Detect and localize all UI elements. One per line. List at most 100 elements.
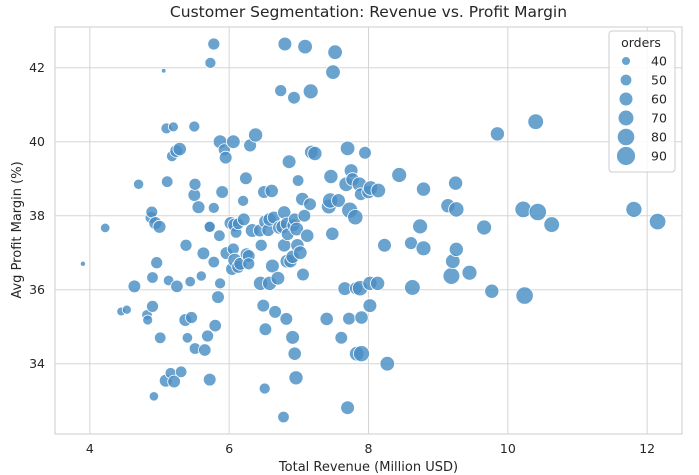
data-point [185, 311, 198, 324]
data-point [287, 346, 302, 361]
data-point [207, 255, 221, 269]
data-point [489, 126, 505, 142]
data-point [214, 277, 227, 290]
data-point [334, 331, 349, 345]
data-point [461, 264, 478, 281]
data-point [515, 286, 534, 305]
data-point [160, 67, 167, 74]
legend-label: 40 [651, 54, 667, 69]
data-point [146, 299, 159, 313]
data-point [218, 150, 233, 165]
data-point [248, 127, 264, 143]
data-point [325, 64, 341, 80]
data-point [256, 298, 271, 313]
data-point [625, 200, 643, 218]
data-point [152, 219, 167, 234]
data-point [167, 374, 181, 389]
data-point [354, 310, 369, 325]
data-point [264, 183, 279, 199]
legend-marker [619, 73, 633, 87]
data-point [370, 275, 386, 291]
data-point [300, 228, 315, 243]
data-point [167, 121, 179, 133]
data-point [204, 56, 217, 69]
data-point [179, 238, 193, 252]
data-point [208, 318, 222, 333]
data-point [270, 270, 286, 286]
x-axis-label: Total Revenue (Million USD) [278, 460, 458, 475]
data-point [207, 37, 221, 51]
x-tick-label: 8 [365, 441, 373, 456]
data-point [323, 168, 339, 185]
data-point [448, 175, 464, 191]
data-point [404, 279, 421, 296]
data-point [150, 256, 164, 270]
x-tick-label: 4 [86, 441, 94, 456]
data-point [358, 146, 372, 160]
data-point [239, 171, 253, 186]
data-point [225, 134, 241, 150]
data-point [543, 216, 560, 233]
data-point [325, 226, 340, 241]
data-point [319, 311, 334, 327]
legend-entries: 40 50 60 70 80 90 [616, 54, 667, 166]
data-point [442, 267, 461, 285]
data-point [347, 209, 364, 226]
data-point [188, 177, 202, 191]
legend: orders 40 50 60 70 80 90 [608, 30, 676, 173]
data-point [121, 304, 132, 315]
legend-label: 80 [651, 130, 667, 145]
legend-marker [617, 109, 635, 127]
legend-marker [621, 56, 631, 66]
legend-title: orders [621, 35, 661, 50]
data-point [213, 229, 226, 242]
data-point [527, 113, 544, 130]
y-tick-label: 34 [29, 356, 45, 371]
data-point [268, 305, 282, 319]
data-point [476, 219, 493, 236]
data-point [277, 410, 290, 424]
data-point [148, 391, 160, 402]
data-point [340, 400, 355, 416]
data-point [448, 241, 464, 257]
data-point [353, 345, 370, 363]
data-point [297, 208, 312, 223]
data-point [202, 372, 217, 387]
data-point [289, 221, 305, 237]
data-point [362, 298, 378, 313]
data-point [648, 212, 667, 231]
data-point [291, 174, 305, 187]
data-point [404, 236, 418, 251]
data-point [412, 218, 429, 235]
tick-labels: 4 6 8 10 12 34 36 38 40 42 [29, 60, 655, 456]
data-point [415, 181, 432, 197]
data-point [274, 84, 288, 98]
y-tick-label: 38 [29, 208, 45, 223]
data-point [170, 279, 184, 294]
data-point [370, 182, 387, 199]
data-point [191, 200, 206, 215]
legend-label: 90 [651, 149, 667, 164]
data-point [127, 279, 142, 294]
data-point [258, 382, 271, 395]
data-point [339, 140, 356, 157]
data-point [215, 185, 229, 199]
data-point [331, 193, 346, 208]
data-point [153, 331, 167, 345]
data-point [237, 194, 250, 207]
data-point [379, 355, 396, 372]
data-point [302, 83, 319, 100]
data-point [484, 283, 500, 299]
y-axis-label: Avg Profit Margin (%) [10, 161, 25, 298]
data-point [146, 271, 159, 284]
data-point [198, 343, 212, 357]
data-point [391, 167, 408, 183]
y-tick-label: 36 [29, 282, 45, 297]
x-tick-label: 12 [639, 441, 655, 456]
data-point [203, 220, 216, 233]
data-point [142, 314, 154, 326]
data-point [188, 120, 201, 133]
data-point [279, 312, 294, 326]
data-point [201, 329, 215, 343]
